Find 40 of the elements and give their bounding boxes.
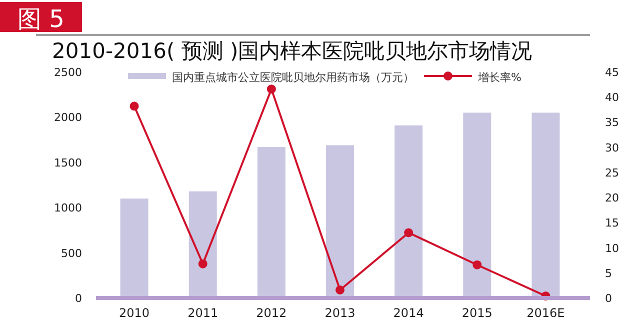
bar [532, 112, 560, 298]
point [472, 260, 482, 270]
y-tick-label: 1500 [54, 156, 82, 170]
y2-tick-label: 10 [605, 242, 619, 255]
caption: 图 5 [18, 5, 64, 33]
y-tick-label: 0 [75, 292, 82, 305]
y2-tick-label: 25 [605, 166, 619, 180]
bar [463, 112, 492, 298]
x-tick-label: 2014 [393, 306, 424, 320]
point [198, 259, 208, 268]
y2-tick-label: 45 [605, 66, 619, 79]
x-tick-label: 2015 [462, 306, 492, 320]
x-tick-label: 2013 [324, 306, 356, 320]
bar [326, 145, 354, 298]
bar [120, 198, 148, 298]
chart-title: 2010-2016( 预测 )国内样本医院吡贝地尔市场情况 [52, 39, 532, 63]
x-tick-label: 2011 [188, 306, 218, 320]
y2-tick-label: 5 [605, 266, 612, 280]
bar [394, 125, 423, 298]
y2-tick-label: 20 [605, 192, 619, 205]
y-tick-label: 2000 [54, 111, 82, 124]
y2-tick-label: 0 [605, 292, 612, 305]
x-tick-label: 2010 [119, 306, 150, 320]
bar [188, 191, 217, 298]
x-tick-label: 2012 [256, 306, 287, 320]
point [404, 228, 414, 238]
x-tick-label: 2016E [526, 306, 565, 320]
y2-tick-label: 15 [605, 216, 619, 230]
y-tick-label: 2500 [54, 66, 82, 79]
legend-label: 国内重点城市公立医院吡贝地尔用药市场（万元） [172, 71, 414, 84]
y-tick-label: 1000 [54, 202, 82, 215]
y2-tick-label: 30 [605, 141, 619, 154]
point [336, 285, 344, 294]
bar [257, 147, 286, 298]
point [266, 84, 276, 94]
point [130, 102, 139, 111]
y2-tick-label: 35 [605, 116, 619, 130]
y-tick-label: 500 [61, 246, 82, 260]
y2-tick-label: 40 [605, 91, 619, 104]
legend-label: 增长率% [477, 71, 522, 84]
